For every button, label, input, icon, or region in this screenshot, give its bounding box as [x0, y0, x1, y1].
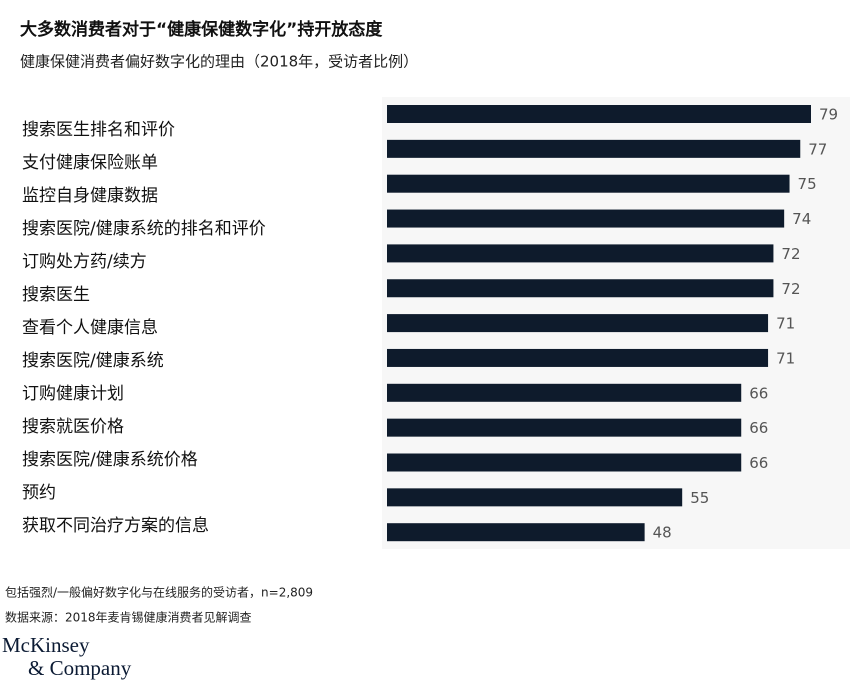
category-label: 获取不同治疗方案的信息 [22, 516, 209, 536]
bar [387, 279, 774, 298]
value-label: 71 [776, 349, 795, 367]
chart-subtitle: 健康保健消费者偏好数字化的理由（2018年，受访者比例） [20, 53, 418, 71]
bar [387, 139, 801, 158]
value-label: 72 [781, 280, 800, 298]
category-label: 支付健康保险账单 [22, 153, 158, 173]
bar [387, 174, 790, 193]
category-label: 订购处方药/续方 [22, 252, 147, 272]
value-label: 55 [690, 489, 709, 507]
value-label: 79 [819, 106, 838, 124]
category-label: 订购健康计划 [22, 384, 124, 404]
category-label: 搜索医院/健康系统价格 [22, 450, 198, 470]
bar [387, 453, 742, 472]
bar [387, 244, 774, 263]
bar [387, 314, 769, 333]
bar [387, 209, 785, 228]
bar [387, 348, 769, 367]
value-label: 75 [798, 175, 817, 193]
value-label: 48 [653, 524, 672, 542]
chart-title: 大多数消费者对于“健康保健数字化”持开放态度 [20, 19, 383, 40]
footnote: 包括强烈/一般偏好数字化与在线服务的受访者，n=2,809 [5, 585, 313, 600]
bar [387, 105, 811, 123]
logo: McKinsey [2, 633, 90, 657]
category-label: 搜索医院/健康系统的排名和评价 [22, 219, 266, 239]
logo: & Company [28, 656, 132, 680]
category-label: 搜索就医价格 [22, 417, 124, 437]
category-label: 搜索医生排名和评价 [22, 120, 175, 140]
category-label: 搜索医院/健康系统 [22, 351, 164, 371]
value-label: 66 [749, 419, 768, 437]
category-label: 预约 [22, 483, 56, 503]
bar [387, 418, 742, 437]
bar [387, 523, 645, 542]
source: 数据来源：2018年麦肯锡健康消费者见解调查 [5, 610, 252, 625]
bar [387, 383, 742, 402]
category-label: 查看个人健康信息 [22, 318, 158, 338]
value-label: 74 [792, 210, 811, 228]
value-label: 66 [749, 384, 768, 402]
category-label: 监控自身健康数据 [22, 186, 158, 206]
value-label: 66 [749, 454, 768, 472]
value-label: 72 [781, 245, 800, 263]
category-label: 搜索医生 [22, 285, 90, 305]
value-label: 77 [808, 140, 827, 158]
bar [387, 488, 683, 507]
value-label: 71 [776, 315, 795, 333]
